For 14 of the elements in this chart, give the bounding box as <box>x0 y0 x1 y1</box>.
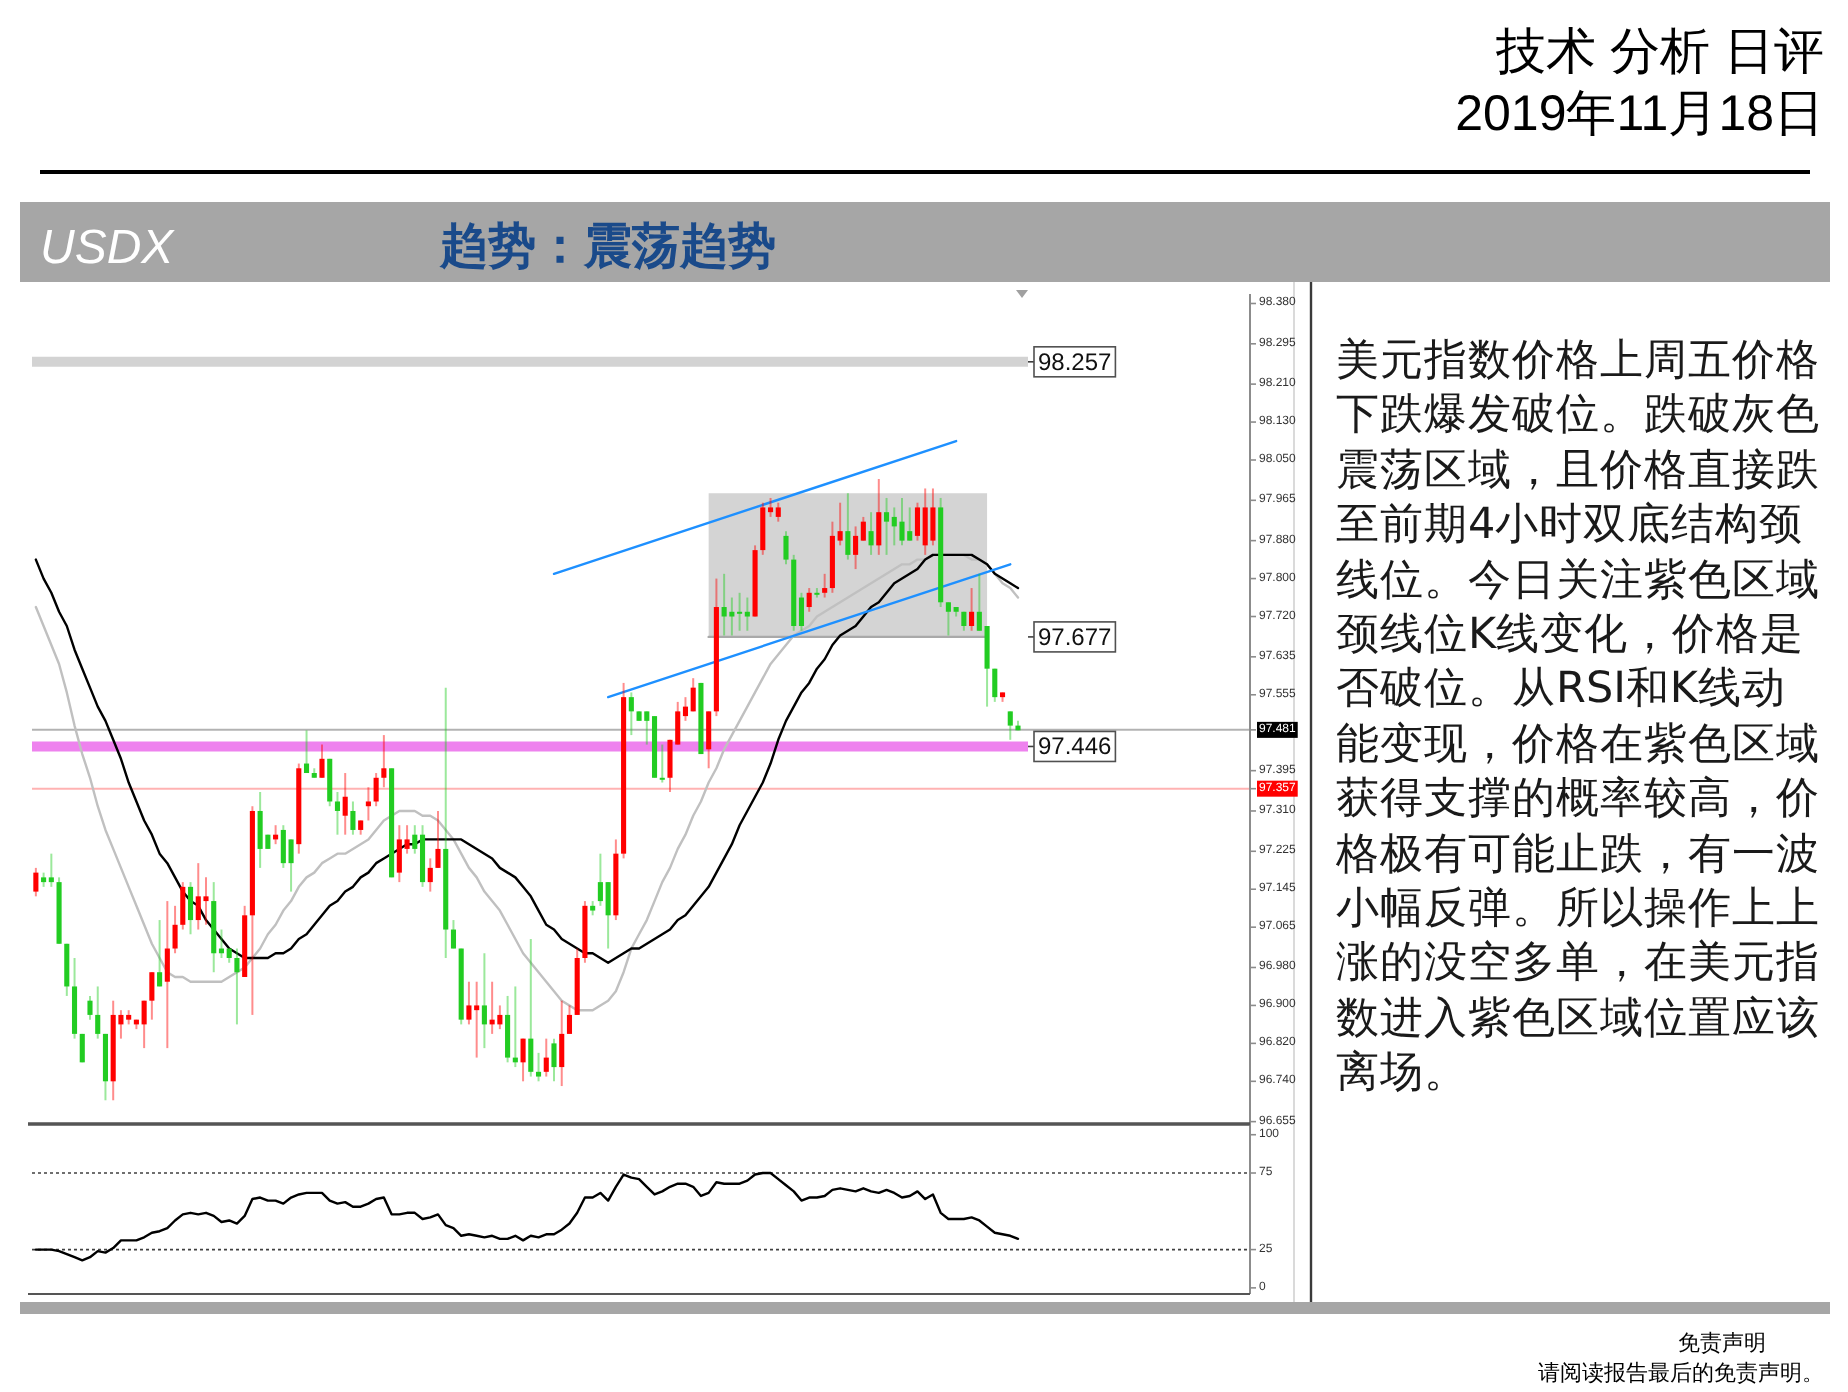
ref-line-label: 98.257 <box>1038 347 1113 376</box>
text: 免责声明 <box>1678 1330 1766 1356</box>
chart-title: USDX <box>40 221 176 275</box>
text: 请阅读报告最后的免责声明。 <box>1538 1360 1824 1386</box>
ref-line-label: 97.446 <box>1038 732 1113 761</box>
chart-subtitle: 趋势：震荡趋势 <box>438 220 776 274</box>
annotation: 97.677 <box>1038 622 1113 651</box>
text: 2019年11月18日 <box>1455 86 1824 142</box>
line-series <box>34 1171 1020 1262</box>
price-label: 97.677 <box>1027 621 1117 653</box>
price-label: 97.446 <box>1027 730 1117 763</box>
text: 美元指数价格上周五价格下跌爆发破位。跌破灰色震荡区域，且价格直接跌至前期4小时双底结构颈线位。今日关注紫色区域颈线位K线变化，价格是否破位。从RSI和K线动能变现，价格在紫色区域获得支撑的概率较高，价格极有可能止跌，有一波小幅反弹。所以操作上上涨的没空多单，在美元指数进入紫色区域位置应该离场。 <box>1336 336 1820 1099</box>
price-label: 98.257 <box>1027 346 1117 378</box>
text: 技术 分析 日评 <box>1494 24 1824 80</box>
